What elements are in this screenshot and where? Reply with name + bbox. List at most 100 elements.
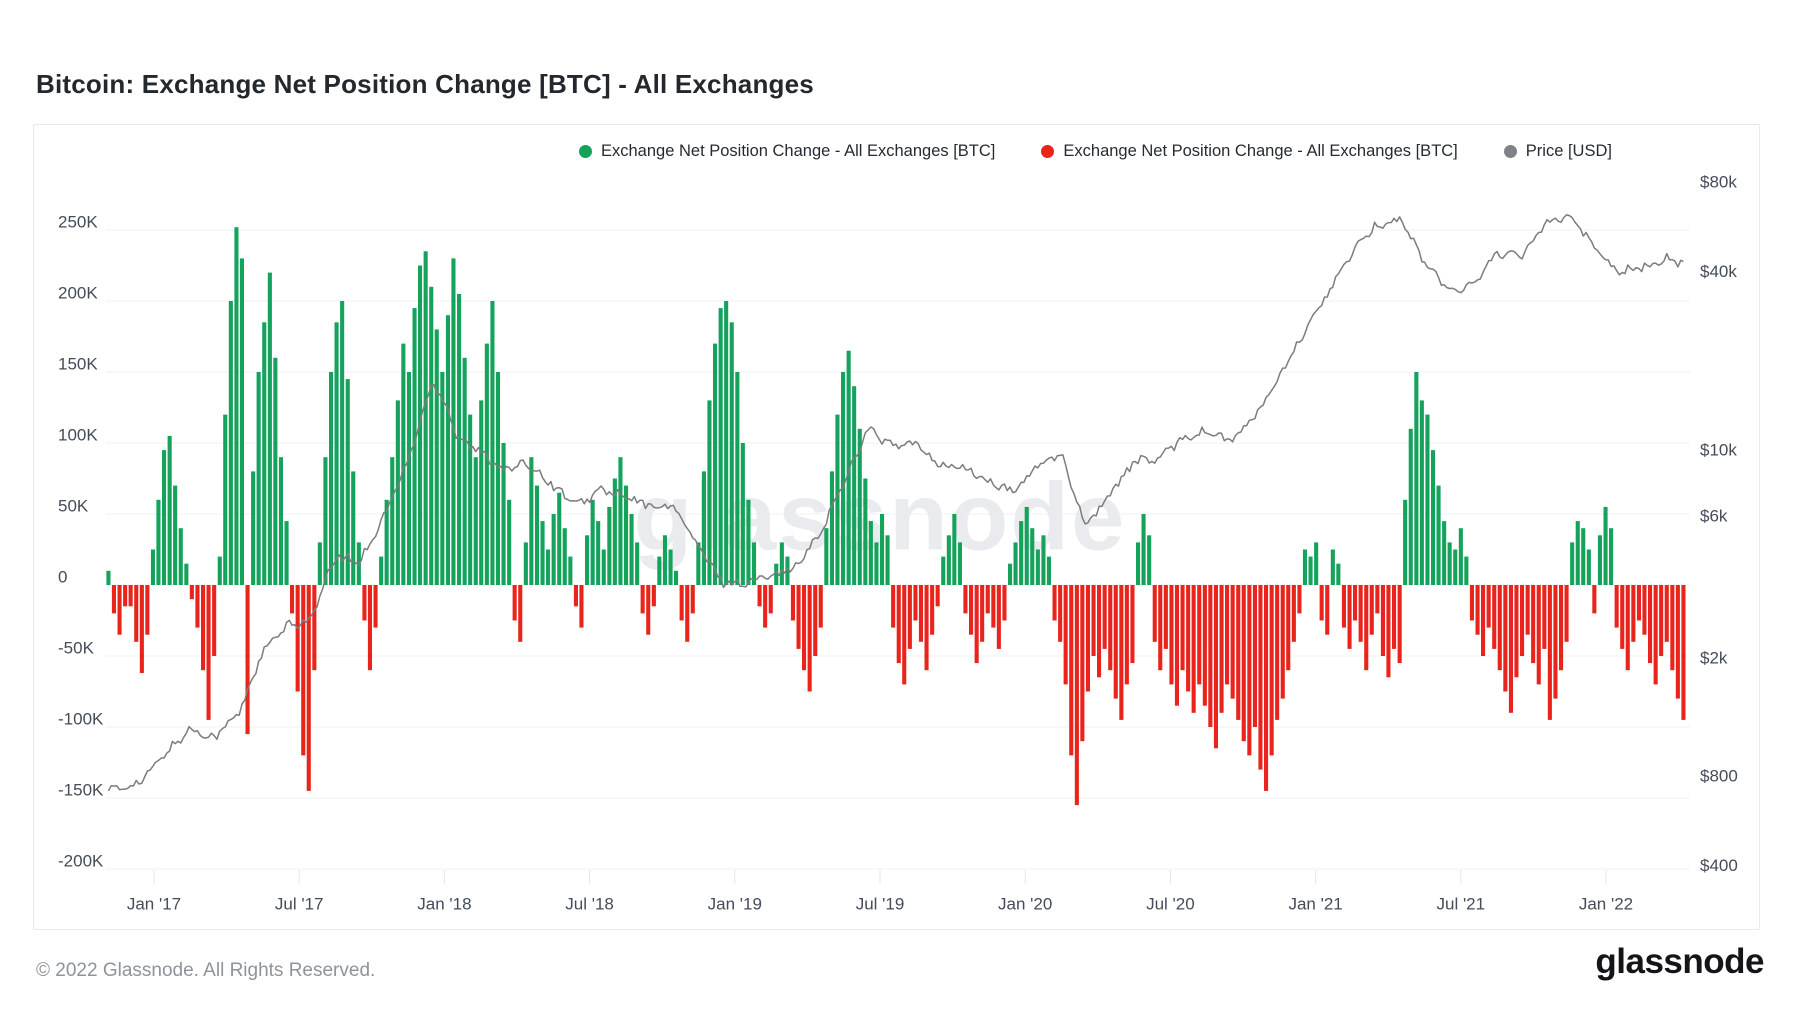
bar[interactable] <box>729 322 734 585</box>
bar[interactable] <box>1436 485 1441 585</box>
bar[interactable] <box>451 258 456 585</box>
bar[interactable] <box>974 585 979 664</box>
bar[interactable] <box>1236 585 1241 720</box>
bar[interactable] <box>874 542 879 585</box>
bar[interactable] <box>629 514 634 585</box>
bar[interactable] <box>1191 585 1196 713</box>
bar[interactable] <box>1130 585 1135 664</box>
bar[interactable] <box>1180 585 1185 671</box>
bar[interactable] <box>991 585 996 628</box>
bar[interactable] <box>829 471 834 585</box>
bar[interactable] <box>1264 585 1269 791</box>
bar[interactable] <box>111 585 116 614</box>
bar[interactable] <box>1520 585 1525 656</box>
bar[interactable] <box>206 585 211 720</box>
bar[interactable] <box>1286 585 1291 671</box>
bar[interactable] <box>423 251 428 586</box>
bar[interactable] <box>1670 585 1675 671</box>
bar[interactable] <box>585 535 590 585</box>
bar[interactable] <box>106 570 111 585</box>
bar[interactable] <box>546 549 551 586</box>
bar[interactable] <box>1559 585 1564 671</box>
bar[interactable] <box>1030 528 1035 585</box>
bar[interactable] <box>807 585 812 692</box>
bar[interactable] <box>1174 585 1179 706</box>
bar[interactable] <box>1314 542 1319 585</box>
bar[interactable] <box>1475 585 1480 635</box>
bar[interactable] <box>824 528 829 585</box>
bar[interactable] <box>1447 542 1452 585</box>
bar[interactable] <box>674 570 679 585</box>
bar[interactable] <box>902 585 907 685</box>
legend-item-net-position-negative[interactable]: Exchange Net Position Change - All Excha… <box>1041 142 1458 161</box>
bar[interactable] <box>1280 585 1285 699</box>
bar[interactable] <box>1570 542 1575 585</box>
bar[interactable] <box>590 499 595 585</box>
bar[interactable] <box>768 585 773 614</box>
bar[interactable] <box>752 542 757 585</box>
bar[interactable] <box>1113 585 1118 699</box>
bar[interactable] <box>245 585 250 735</box>
bar[interactable] <box>907 585 912 649</box>
bar[interactable] <box>212 585 217 656</box>
bar[interactable] <box>495 372 500 585</box>
bar[interactable] <box>1330 549 1335 586</box>
bar[interactable] <box>1614 585 1619 628</box>
bar[interactable] <box>1408 428 1413 585</box>
bar[interactable] <box>1186 585 1191 692</box>
bar[interactable] <box>1380 585 1385 656</box>
bar[interactable] <box>1514 585 1519 678</box>
legend-item-price[interactable]: Price [USD] <box>1503 142 1612 161</box>
bar[interactable] <box>1035 549 1040 586</box>
bar[interactable] <box>479 400 484 585</box>
bar[interactable] <box>473 457 478 585</box>
bar[interactable] <box>1648 585 1653 664</box>
bar[interactable] <box>1503 585 1508 692</box>
bar[interactable] <box>1525 585 1530 635</box>
bar[interactable] <box>835 414 840 585</box>
bar[interactable] <box>295 585 300 692</box>
bar[interactable] <box>512 585 517 621</box>
bar[interactable] <box>1469 585 1474 621</box>
bar[interactable] <box>1681 585 1686 720</box>
bar[interactable] <box>540 521 545 585</box>
bar[interactable] <box>1169 585 1174 685</box>
bar[interactable] <box>1553 585 1558 699</box>
bar[interactable] <box>852 386 857 585</box>
bar[interactable] <box>262 322 267 585</box>
bar[interactable] <box>1425 414 1430 585</box>
bar[interactable] <box>1252 585 1257 727</box>
bar[interactable] <box>913 585 918 621</box>
bar[interactable] <box>351 471 356 585</box>
bar[interactable] <box>1597 535 1602 585</box>
bar[interactable] <box>462 357 467 585</box>
bar[interactable] <box>345 379 350 585</box>
bar[interactable] <box>1041 535 1046 585</box>
bar[interactable] <box>1664 585 1669 642</box>
bar[interactable] <box>601 549 606 586</box>
bar[interactable] <box>139 585 144 673</box>
bar[interactable] <box>1631 585 1636 642</box>
bar[interactable] <box>379 556 384 585</box>
bar[interactable] <box>317 542 322 585</box>
bar[interactable] <box>1108 585 1113 671</box>
bar[interactable] <box>290 585 295 614</box>
bar[interactable] <box>1085 585 1090 692</box>
price-line[interactable] <box>107 214 1684 792</box>
bar[interactable] <box>123 585 128 607</box>
bar[interactable] <box>162 450 167 585</box>
bar[interactable] <box>763 585 768 628</box>
bar[interactable] <box>551 514 556 585</box>
bar[interactable] <box>896 585 901 664</box>
bar[interactable] <box>373 585 378 628</box>
bar[interactable] <box>484 343 489 585</box>
bar[interactable] <box>690 585 695 614</box>
bar[interactable] <box>167 435 172 585</box>
bar[interactable] <box>228 301 233 585</box>
bar[interactable] <box>1119 585 1124 720</box>
bar[interactable] <box>740 443 745 585</box>
bar[interactable] <box>918 585 923 642</box>
bar[interactable] <box>501 443 506 585</box>
bar[interactable] <box>868 521 873 585</box>
bar[interactable] <box>306 585 311 791</box>
